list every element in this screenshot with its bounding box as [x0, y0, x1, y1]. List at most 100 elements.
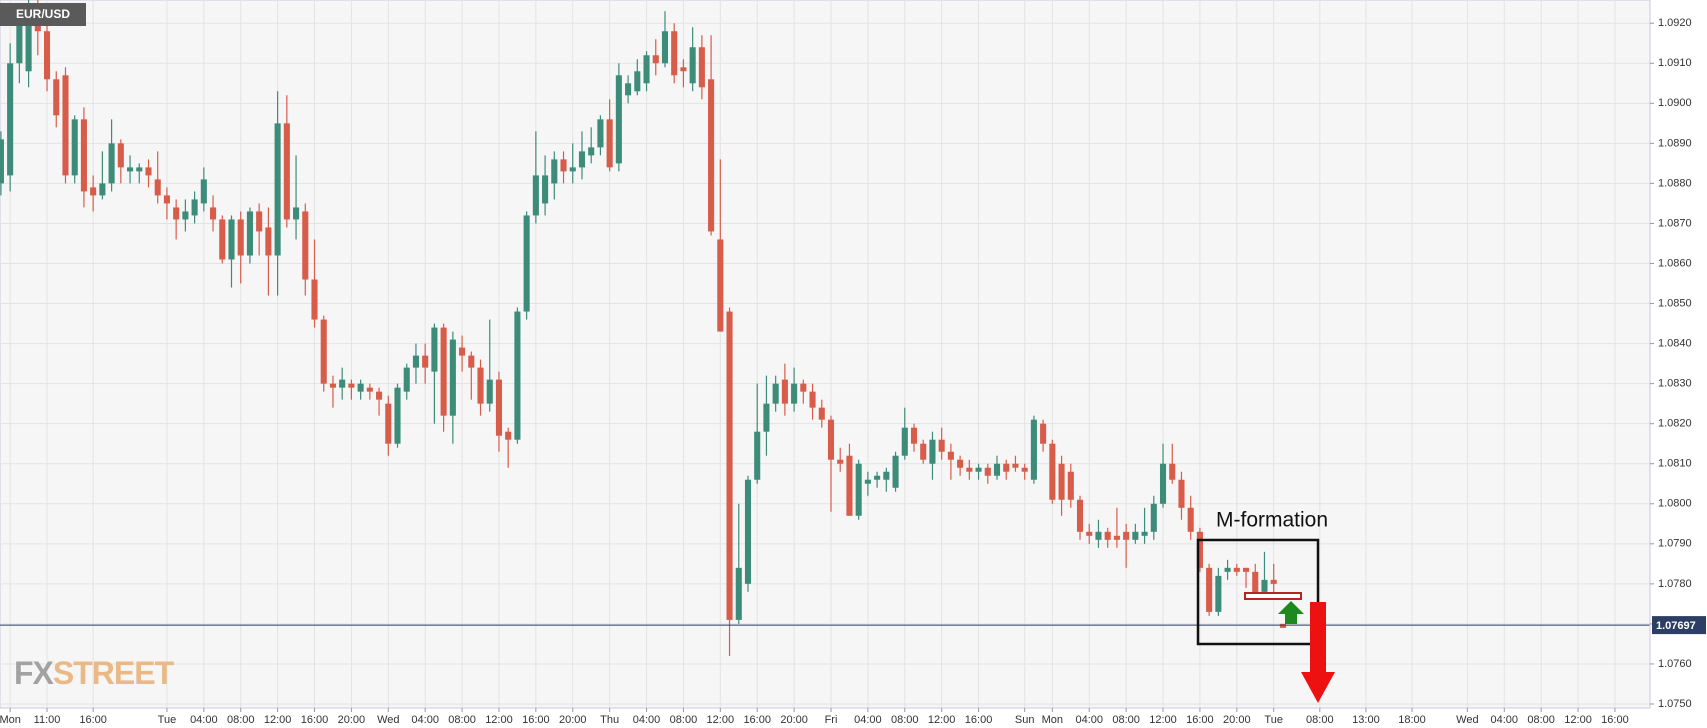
- candle-body: [542, 175, 549, 204]
- candle-body: [431, 327, 438, 372]
- candle-body: [1169, 463, 1176, 480]
- candle-body: [62, 75, 69, 176]
- y-tick-label: 1.0860: [1658, 257, 1692, 269]
- y-tick-label: 1.0900: [1658, 97, 1692, 109]
- candle-body: [910, 427, 918, 444]
- candle-body: [80, 119, 87, 192]
- candle-body: [901, 427, 908, 456]
- x-tick-label: 04:00: [411, 714, 439, 726]
- candle-body: [274, 123, 281, 256]
- candle-body: [1040, 423, 1047, 444]
- candle-body: [1224, 567, 1231, 572]
- candle-body: [237, 219, 244, 256]
- x-tick-label: 12:00: [485, 714, 513, 726]
- y-tick-label: 1.0920: [1658, 17, 1692, 29]
- down-arrow: [1301, 602, 1335, 703]
- candle-body: [634, 71, 641, 92]
- candle-body: [228, 219, 235, 260]
- candle-body: [1132, 531, 1139, 540]
- up-arrow: [1278, 601, 1304, 624]
- y-tick-label: 1.0840: [1658, 337, 1692, 349]
- candle-body: [689, 47, 696, 84]
- candle-body: [560, 159, 567, 172]
- x-tick-label: 18:00: [1398, 714, 1426, 726]
- candle-body: [246, 211, 253, 256]
- x-tick-label: Thu: [600, 714, 619, 726]
- candle-body: [1215, 575, 1222, 612]
- candle-body: [1187, 507, 1194, 532]
- candle-body: [837, 459, 844, 464]
- y-tick-label: 1.0880: [1658, 177, 1692, 189]
- candle-body: [154, 179, 161, 196]
- candle-body: [486, 379, 493, 404]
- x-tick-label: Mon: [0, 714, 21, 726]
- x-tick-label: Wed: [1456, 714, 1478, 726]
- y-tick-label: 1.0750: [1658, 698, 1692, 710]
- candle-body: [200, 179, 207, 204]
- watermark-suffix: STREET: [53, 655, 175, 691]
- candle-body: [1196, 531, 1203, 568]
- candle-body: [698, 47, 705, 88]
- candle-body: [1178, 479, 1185, 508]
- candle-body: [293, 207, 300, 220]
- candle-body: [864, 479, 871, 484]
- watermark: FXSTREET: [14, 655, 175, 691]
- candle-body: [329, 383, 336, 388]
- candle-body: [440, 327, 447, 416]
- candle-body: [7, 63, 14, 176]
- candle-body: [1113, 535, 1120, 540]
- candle-body: [966, 467, 973, 472]
- x-tick-label: 12:00: [928, 714, 956, 726]
- candle-body: [219, 219, 226, 260]
- candle-body: [1242, 567, 1250, 572]
- x-tick-label: 16:00: [79, 714, 107, 726]
- candle-body: [929, 439, 936, 464]
- candle-body: [1279, 623, 1286, 628]
- x-tick-label: Wed: [377, 714, 399, 726]
- symbol: EUR/USD: [16, 7, 70, 21]
- candle-body: [210, 207, 217, 220]
- x-tick-label: 04:00: [190, 714, 218, 726]
- x-tick-label: Tue: [1264, 714, 1283, 726]
- candle-body: [468, 355, 475, 368]
- candle-body: [412, 355, 420, 368]
- y-tick-label: 1.0780: [1658, 578, 1692, 590]
- x-tick-label: 13:00: [1352, 714, 1380, 726]
- annotation: M-formation: [1216, 509, 1328, 532]
- candle-body: [1150, 503, 1157, 532]
- candle-body: [1030, 419, 1037, 480]
- candle-body: [191, 199, 198, 216]
- candle-body: [754, 431, 761, 480]
- x-tick-label: 12:00: [1149, 714, 1177, 726]
- last-price-label: 1.07697: [1656, 620, 1696, 632]
- candle-body: [163, 195, 170, 204]
- x-tick-label: 04:00: [854, 714, 882, 726]
- plot-area: [0, 0, 1651, 709]
- candle-body: [1270, 579, 1277, 584]
- candle-body: [376, 391, 383, 400]
- candle-body: [173, 207, 180, 220]
- candle-body: [25, 3, 32, 72]
- candle-body: [422, 355, 429, 368]
- candle-body: [993, 463, 1001, 476]
- x-tick-label: 20:00: [1223, 714, 1251, 726]
- x-tick-label: 16:00: [301, 714, 329, 726]
- y-tick-label: 1.0820: [1658, 418, 1692, 430]
- candle-body: [551, 159, 558, 184]
- x-axis-panel: [0, 708, 1650, 728]
- candle-body: [1058, 463, 1065, 500]
- candle-body: [348, 383, 355, 388]
- candle-body: [283, 123, 290, 220]
- candle-body: [643, 55, 650, 84]
- resistance-box: [1244, 592, 1302, 600]
- candle-body: [182, 211, 189, 220]
- candle-body: [449, 339, 456, 416]
- y-tick-label: 1.0910: [1658, 57, 1692, 69]
- candle-body: [735, 567, 742, 620]
- overlay: M-formation EUR/USD FXSTREET: [0, 3, 1335, 703]
- y-tick-label: 1.0760: [1658, 658, 1692, 670]
- candle-body: [606, 119, 613, 168]
- x-tick-label: 20:00: [559, 714, 587, 726]
- candle-body: [1067, 471, 1074, 500]
